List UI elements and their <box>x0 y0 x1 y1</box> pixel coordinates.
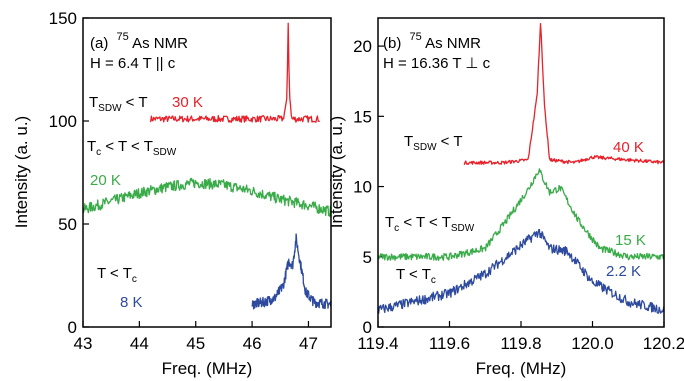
x-tick-label: 119.4 <box>357 334 398 353</box>
x-tick-label: 119.8 <box>500 334 541 353</box>
panel-b-label-2K: 2.2 K <box>606 263 641 280</box>
panel-b-regime-mid: Tc < T < TSDW <box>385 214 475 234</box>
panel-a-series <box>82 22 332 310</box>
panel-a-field: H = 6.4 T || c <box>90 55 176 72</box>
y-tick-label: 0 <box>363 318 372 337</box>
series-line-15-k <box>377 168 665 261</box>
panel-b: 119.4 119.6 119.8 120.0 120.2 0 5 10 15 20 Freq. … <box>327 17 684 378</box>
series-line-30-k <box>149 22 321 123</box>
x-tick-label: 44 <box>130 334 149 353</box>
panel-a-ticks: 43 44 45 46 47 0 50 100 150 <box>49 9 318 353</box>
panel-a-ylabel: Intensity (a. u.) <box>12 116 31 228</box>
series-line-20-k <box>82 177 332 217</box>
panel-b-xlabel: Freq. (MHz) <box>476 359 567 378</box>
panel-a-title: (a) 75 As NMR <box>90 27 188 52</box>
x-tick-label: 46 <box>243 334 262 353</box>
y-tick-label: 50 <box>58 215 77 234</box>
panel-a-nucleus: As NMR <box>132 35 188 52</box>
panel-b-label-15K: 15 K <box>615 232 646 249</box>
x-tick-label: 47 <box>299 334 318 353</box>
y-tick-label: 150 <box>49 9 77 28</box>
panel-b-ticks: 119.4 119.6 119.8 120.0 120.2 0 5 10 15 20 <box>353 37 684 353</box>
series-line-40-k <box>463 22 665 165</box>
panel-a-regime-mid: Tc < T < TSDW <box>87 138 177 158</box>
panel-a-xlabel: Freq. (MHz) <box>162 359 253 378</box>
panel-a-label-30K: 30 K <box>172 94 203 111</box>
panel-b-series <box>377 22 665 314</box>
x-tick-label: 43 <box>74 334 93 353</box>
panel-b-label-40K: 40 K <box>613 139 644 156</box>
panel-b-frame <box>377 17 665 328</box>
x-tick-label: 120.0 <box>571 334 614 353</box>
x-tick-label: 120.2 <box>643 334 684 353</box>
panel-a-regime-low: T < Tc <box>97 265 137 285</box>
y-tick-label: 15 <box>353 107 372 126</box>
y-tick-label: 5 <box>363 248 372 267</box>
panel-b-field: H = 16.36 T ⊥ c <box>383 55 491 72</box>
y-tick-label: 100 <box>49 112 77 131</box>
y-tick-label: 0 <box>68 318 77 337</box>
x-tick-label: 119.6 <box>429 334 470 353</box>
panel-a-label: (a) <box>90 35 108 52</box>
y-tick-label: 10 <box>353 178 372 197</box>
panel-a: 43 44 45 46 47 0 50 100 150 Freq. (MHz) Intensit… <box>12 9 332 378</box>
panel-b-regime-low: T < Tc <box>396 266 436 286</box>
series-line-8-k <box>251 233 332 310</box>
panel-b-label: (b) <box>383 35 401 52</box>
panel-b-ylabel: Intensity (a. u.) <box>327 116 346 228</box>
panel-b-nucleus: As NMR <box>425 35 481 52</box>
panel-b-nucleus-mass: 75 <box>410 31 422 43</box>
panel-b-title: (b) 75 As NMR <box>383 27 481 52</box>
series-line-2-2-k <box>377 228 665 314</box>
x-tick-label: 45 <box>186 334 205 353</box>
panel-b-regime-high: TSDW < T <box>404 133 463 153</box>
panel-a-label-20K: 20 K <box>90 172 121 189</box>
panel-a-frame <box>82 17 332 328</box>
y-tick-label: 20 <box>353 37 372 56</box>
panel-a-label-8K: 8 K <box>120 294 143 311</box>
panel-a-regime-high: TSDW < T <box>89 94 148 114</box>
panel-a-nucleus-mass: 75 <box>117 31 129 43</box>
